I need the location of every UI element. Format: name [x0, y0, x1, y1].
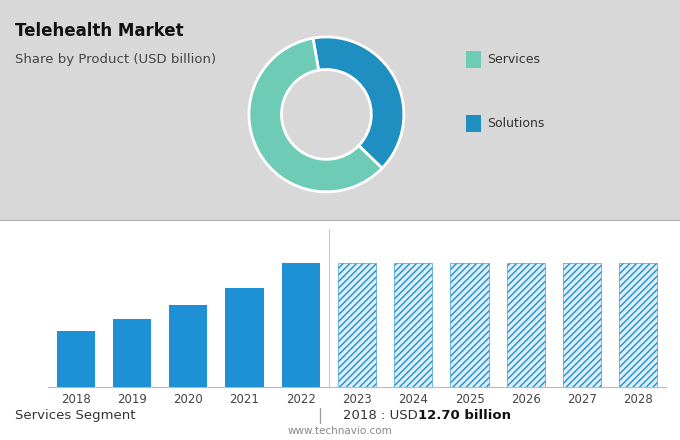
Bar [225, 288, 264, 387]
Text: Telehealth Market: Telehealth Market [15, 22, 184, 40]
Text: www.technavio.com: www.technavio.com [288, 425, 392, 436]
Bar [450, 264, 489, 387]
Bar [282, 264, 320, 387]
Bar [56, 331, 95, 387]
Bar [507, 264, 545, 387]
Bar [113, 319, 151, 387]
Text: Services: Services [488, 53, 541, 66]
Wedge shape [313, 37, 404, 168]
Text: Services Segment: Services Segment [15, 409, 135, 422]
Bar [338, 264, 376, 387]
Text: 12.70 billion: 12.70 billion [418, 409, 511, 422]
Text: Solutions: Solutions [488, 117, 545, 130]
Bar [394, 264, 432, 387]
Text: Share by Product (USD billion): Share by Product (USD billion) [15, 53, 216, 66]
Text: 2018 : USD: 2018 : USD [343, 409, 422, 422]
Bar [619, 264, 658, 387]
Text: |: | [317, 408, 322, 424]
Wedge shape [249, 38, 382, 192]
Bar [169, 305, 207, 387]
Bar [563, 264, 601, 387]
